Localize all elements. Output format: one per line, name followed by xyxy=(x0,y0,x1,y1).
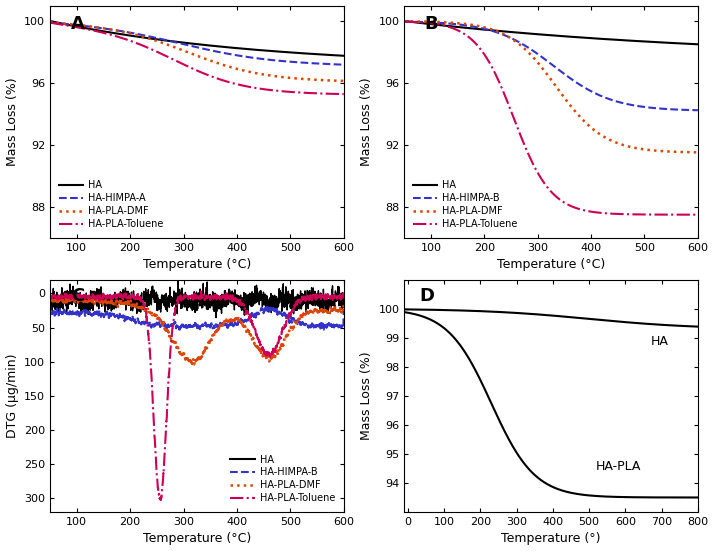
Text: D: D xyxy=(419,287,434,305)
X-axis label: Temperature (°): Temperature (°) xyxy=(501,532,600,545)
Text: C: C xyxy=(71,287,84,305)
Y-axis label: Mass Loss (%): Mass Loss (%) xyxy=(6,78,19,166)
X-axis label: Temperature (°C): Temperature (°C) xyxy=(143,258,251,271)
Y-axis label: DTG (μg/min): DTG (μg/min) xyxy=(6,354,19,438)
X-axis label: Temperature (°C): Temperature (°C) xyxy=(143,532,251,545)
Text: HA-PLA: HA-PLA xyxy=(596,460,641,473)
Legend: HA, HA-HIMPA-B, HA-PLA-DMF, HA-PLA-Toluene: HA, HA-HIMPA-B, HA-PLA-DMF, HA-PLA-Tolue… xyxy=(409,176,521,233)
Y-axis label: Mass Loss (%): Mass Loss (%) xyxy=(360,352,373,440)
Legend: HA, HA-HIMPA-B, HA-PLA-DMF, HA-PLA-Toluene: HA, HA-HIMPA-B, HA-PLA-DMF, HA-PLA-Tolue… xyxy=(226,451,339,507)
X-axis label: Temperature (°C): Temperature (°C) xyxy=(497,258,605,271)
Text: A: A xyxy=(71,15,84,33)
Text: B: B xyxy=(425,15,438,33)
Y-axis label: Mass Loss (%): Mass Loss (%) xyxy=(360,78,373,166)
Legend: HA, HA-HIMPA-A, HA-PLA-DMF, HA-PLA-Toluene: HA, HA-HIMPA-A, HA-PLA-DMF, HA-PLA-Tolue… xyxy=(55,176,167,233)
Text: HA: HA xyxy=(650,334,668,348)
